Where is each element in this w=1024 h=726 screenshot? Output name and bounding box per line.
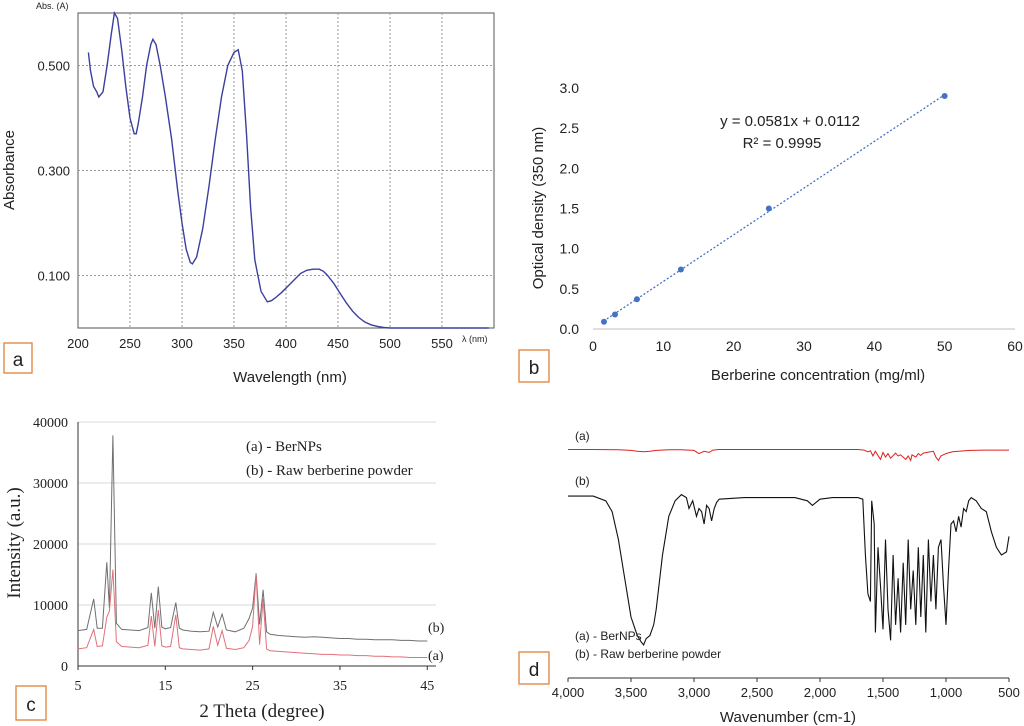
panel-c-bernps-line (77, 569, 428, 658)
panel-b-data-point (765, 205, 772, 212)
panel-c-grid (78, 421, 436, 606)
panel-d-x-tick-label: 4,000 (552, 685, 585, 700)
panel-a-x-tick-label: 300 (171, 336, 193, 351)
panel-d-x-label: Wavenumber (cm-1) (720, 709, 856, 726)
panel-a-y-ticks: 0.100 0.300 0.500 (37, 59, 70, 284)
panel-d-x-tick-label: 1,000 (930, 685, 963, 700)
panel-d-raw-powder-spectrum (568, 493, 1010, 646)
panel-a-y-tick-label: 0.500 (37, 59, 70, 74)
panel-b-label-box (518, 349, 550, 383)
panel-a-x-tick-label: 400 (275, 336, 297, 351)
panel-b-y-tick-label: 1.5 (560, 201, 580, 217)
panel-c-label: c (26, 695, 36, 716)
panel-b-x-tick-label: 20 (726, 338, 742, 354)
panel-c: 5 15 25 35 45 0 10000 20000 30000 40000 (a) - Be… (4, 416, 445, 722)
panel-a-y-tick-label: 0.300 (37, 164, 70, 179)
panel-d-bernps-spectrum (568, 449, 1009, 462)
panel-a-y-unit: Abs. (A) (36, 1, 69, 11)
panel-a-x-label: Wavelength (nm) (233, 369, 347, 386)
panel-d: 4,000 3,500 3,000 2,500 2,000 1,500 1,000 500 (… (518, 429, 1020, 726)
panel-b-x-label: Berberine concentration (mg/ml) (711, 367, 925, 384)
panel-c-y-ticks: 0 10000 20000 30000 40000 (33, 416, 68, 675)
panel-b-x-tick-label: 10 (656, 338, 672, 354)
panel-b-y-tick-label: 0.5 (560, 281, 580, 297)
panel-c-y-tick-label: 20000 (33, 538, 68, 553)
panel-b-x-ticks: 0 10 20 30 40 50 60 (589, 338, 1023, 354)
panel-b-points (600, 93, 948, 325)
panel-a-x-tick-label: 550 (431, 336, 453, 351)
panel-d-legend-b: (b) - Raw berberine powder (575, 647, 721, 661)
panel-c-y-tick-label: 40000 (33, 416, 68, 431)
panel-c-series-label-a: (a) (428, 649, 444, 664)
panel-c-x-ticks: 5 15 25 35 45 (75, 666, 434, 694)
panel-b-y-tick-label: 2.5 (560, 120, 580, 136)
panel-a-x-unit: λ (nm) (462, 334, 488, 344)
panel-b-y-ticks: 0.0 0.5 1.0 1.5 2.0 2.5 3.0 (560, 80, 580, 337)
panel-c-legend-a: (a) - BerNPs (246, 439, 322, 455)
panel-d-x-tick-label: 1,500 (867, 685, 900, 700)
panel-c-x-tick-label: 25 (246, 679, 260, 694)
panel-b-x-tick-label: 40 (867, 338, 883, 354)
panel-a-y-label: Absorbance (1, 130, 18, 210)
panel-d-x-ticks: 4,000 3,500 3,000 2,500 2,000 1,500 1,000 500 (552, 678, 1020, 700)
panel-a-x-tick-label: 250 (119, 336, 141, 351)
panel-c-y-tick-label: 10000 (33, 599, 68, 614)
panel-b-y-tick-label: 2.0 (560, 160, 580, 176)
panel-d-legend-a: (a) - BerNPs (575, 629, 642, 643)
panel-b-data-point (633, 296, 640, 303)
panel-a-x-tick-label: 450 (327, 336, 349, 351)
panel-b-r-squared: R² = 0.9995 (743, 135, 822, 152)
panel-b-label: b (529, 358, 540, 379)
panel-c-y-tick-label: 30000 (33, 477, 68, 492)
panel-d-x-tick-label: 500 (998, 685, 1020, 700)
panel-d-x-tick-label: 2,000 (804, 685, 837, 700)
panel-b-y-tick-label: 0.0 (560, 321, 580, 337)
panel-a-x-ticks: 200 250 300 350 400 450 500 550 (67, 336, 453, 351)
panel-b-y-label: Optical density (350 nm) (530, 127, 547, 290)
panel-a: 200 250 300 350 400 450 500 550 0.100 0.300 0.500… (1, 1, 495, 386)
panel-d-label-box (518, 651, 550, 685)
panel-d-series-label-a: (a) (575, 429, 590, 443)
panel-c-x-tick-label: 35 (333, 679, 347, 694)
panel-c-y-tick-label: 0 (61, 660, 68, 675)
panel-d-x-tick-label: 3,500 (615, 685, 648, 700)
panel-b-y-tick-label: 1.0 (560, 241, 580, 257)
panel-c-raw-powder-line (77, 435, 428, 642)
panel-a-x-tick-label: 500 (379, 336, 401, 351)
panel-d-x-tick-label: 3,000 (678, 685, 711, 700)
panel-c-series-label-b: (b) (428, 621, 445, 636)
panel-d-label: d (529, 660, 540, 681)
panel-b-data-point (600, 318, 607, 325)
panel-c-x-tick-label: 5 (75, 679, 82, 694)
panel-a-y-tick-label: 0.100 (37, 269, 70, 284)
panel-d-series-label-b: (b) (575, 474, 590, 488)
panel-a-x-tick-label: 350 (223, 336, 245, 351)
panel-a-grid (78, 13, 494, 328)
panel-c-x-tick-label: 15 (158, 679, 172, 694)
panel-b-x-tick-label: 50 (937, 338, 953, 354)
panel-c-x-tick-label: 45 (420, 679, 434, 694)
panel-b-data-point (677, 266, 684, 273)
panel-a-label: a (13, 350, 24, 371)
panel-a-x-tick-label: 200 (67, 336, 89, 351)
panel-a-label-box (3, 342, 33, 374)
panel-c-legend-b: (b) - Raw berberine powder (246, 463, 413, 479)
panel-b-equation: y = 0.0581x + 0.0112 (720, 113, 860, 130)
panel-a-absorbance-line (87, 10, 489, 329)
panel-b-trendline (603, 94, 946, 322)
panel-c-y-label: Intensity (a.u.) (4, 487, 25, 598)
panel-d-x-tick-label: 2,500 (741, 685, 774, 700)
panel-b-y-tick-label: 3.0 (560, 80, 580, 96)
panel-b-x-tick-label: 60 (1007, 338, 1023, 354)
panel-b-x-tick-label: 0 (589, 338, 597, 354)
panel-b-data-point (941, 93, 948, 100)
panel-c-x-label: 2 Theta (degree) (199, 701, 324, 722)
panel-b-x-tick-label: 30 (796, 338, 812, 354)
panel-c-label-box (15, 685, 47, 721)
panel-b-data-point (611, 311, 618, 318)
panel-b: 0 10 20 30 40 50 60 0.0 0.5 1.0 1.5 2.0 2.5 3.0 y = … (518, 80, 1023, 384)
